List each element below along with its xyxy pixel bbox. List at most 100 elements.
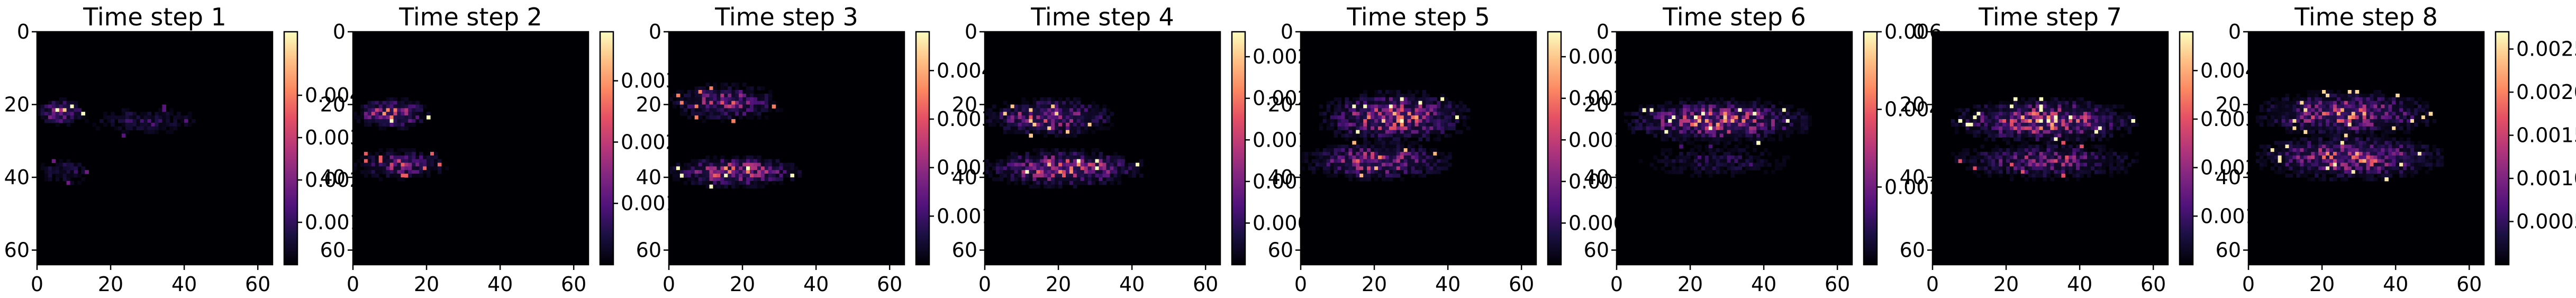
heat-cell	[709, 101, 714, 105]
heat-cell	[412, 119, 416, 123]
y-tick-label: 40	[320, 166, 346, 189]
heat-cell	[1448, 151, 1452, 156]
heat-cell	[1719, 104, 1724, 109]
heat-cell	[375, 119, 379, 123]
heat-cell	[2028, 119, 2033, 123]
heat-cell	[1091, 130, 1096, 134]
heat-cell	[2010, 108, 2014, 112]
heat-cell	[1433, 162, 1437, 167]
heat-cell	[2270, 115, 2275, 120]
heat-cell	[1065, 112, 1070, 116]
heat-cell	[1760, 104, 1764, 109]
heat-cell	[2017, 112, 2021, 116]
heat-cell	[1356, 148, 1360, 152]
heat-cell	[1756, 101, 1761, 105]
heat-cell	[1021, 174, 1026, 178]
heat-cell	[1675, 104, 1680, 109]
heat-cell	[2035, 155, 2040, 160]
heat-cell	[786, 166, 791, 170]
heat-cell	[2010, 145, 2014, 149]
heat-cell	[1359, 122, 1364, 127]
heat-cell	[2311, 145, 2315, 149]
heat-cell	[1032, 108, 1037, 112]
heat-cell	[2315, 162, 2319, 167]
heat-cell	[1010, 122, 1015, 127]
heat-cell	[1444, 122, 1448, 127]
heat-cell	[702, 97, 706, 102]
heat-cell	[1025, 151, 1030, 156]
heat-cell	[2050, 155, 2055, 160]
heat-cell	[1668, 101, 1672, 105]
heat-cell	[2377, 126, 2381, 131]
heat-cell	[1073, 184, 1077, 189]
heat-cell	[2307, 112, 2311, 116]
heat-cell	[2359, 148, 2363, 152]
heat-cell	[724, 159, 728, 164]
heat-cell	[2406, 97, 2411, 102]
heat-cell	[2392, 155, 2396, 160]
heat-cell	[1062, 112, 1066, 116]
heat-cell	[1330, 122, 1335, 127]
heat-cell	[1044, 155, 1048, 160]
heat-cell	[1995, 122, 1999, 127]
heat-cell	[1741, 119, 1746, 123]
heat-cell	[1749, 112, 1753, 116]
heat-cell	[2384, 115, 2389, 120]
heat-cell	[2076, 126, 2080, 131]
heat-cell	[1055, 115, 1059, 120]
colorbar-tick-label: 0.0025	[2516, 38, 2576, 61]
heat-cell	[1984, 166, 1988, 170]
heat-cell	[2013, 126, 2018, 131]
heat-cell	[2057, 170, 2062, 174]
heat-cell	[2039, 170, 2044, 174]
heat-cell	[1345, 108, 1349, 112]
heat-cell	[1345, 130, 1349, 134]
heat-cell	[1734, 137, 1739, 141]
heat-cell	[1065, 115, 1070, 120]
heat-cell	[1995, 170, 1999, 174]
heat-cell	[2050, 97, 2055, 102]
heat-cell	[2344, 162, 2348, 167]
heat-cell	[735, 162, 739, 167]
heat-cell	[1738, 130, 1742, 134]
heat-cell	[1804, 130, 1809, 134]
heat-cell	[1738, 155, 1742, 160]
heat-cell	[1764, 119, 1768, 123]
heat-cell	[1686, 104, 1691, 109]
heat-cell	[2311, 141, 2315, 145]
heat-cell	[2090, 159, 2095, 164]
heat-cell	[1010, 174, 1015, 178]
heat-cell	[2340, 97, 2345, 102]
heat-cell	[999, 177, 1004, 182]
heat-cell	[1727, 101, 1731, 105]
heat-cell	[757, 177, 761, 182]
heat-cell	[2057, 151, 2062, 156]
heat-cell	[786, 170, 791, 174]
heat-cell	[1348, 133, 1353, 138]
heat-cell	[1378, 174, 1382, 178]
heat-cell	[117, 119, 122, 123]
heat-cell	[2080, 162, 2084, 167]
heat-cell	[2278, 151, 2282, 156]
heat-cell	[2020, 97, 2025, 102]
heat-cell	[735, 159, 739, 164]
heat-cell	[415, 112, 420, 116]
heat-cell	[709, 104, 714, 109]
heat-cell	[1760, 115, 1764, 120]
heat-cell	[742, 97, 747, 102]
heat-cell	[2046, 159, 2051, 164]
heat-cell	[2300, 97, 2304, 102]
heat-cell	[2124, 170, 2128, 174]
heat-cell	[1403, 155, 1408, 160]
heat-cell	[1756, 112, 1761, 116]
heat-cell	[2076, 101, 2080, 105]
heat-cell	[1697, 174, 1702, 178]
heat-cell	[1712, 159, 1717, 164]
heat-cell	[51, 115, 56, 120]
heat-cell	[1396, 155, 1401, 160]
heat-cell	[408, 119, 412, 123]
heat-cell	[2340, 93, 2345, 98]
heat-cell	[1058, 108, 1063, 112]
heat-cell	[1065, 159, 1070, 164]
heat-cell	[99, 119, 104, 123]
